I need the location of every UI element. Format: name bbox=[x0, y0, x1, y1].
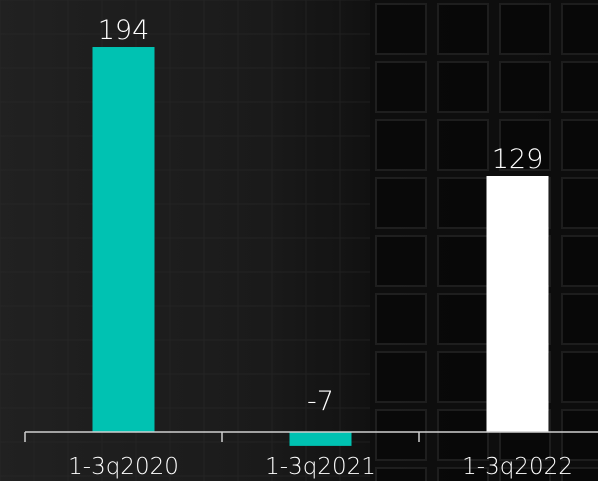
value-label-1-3q2020: 194 bbox=[98, 15, 150, 46]
x-tick-label-1-3q2021: 1-3q2021 bbox=[265, 454, 376, 480]
x-tick-label-1-3q2020: 1-3q2020 bbox=[68, 454, 179, 480]
value-label-1-3q2022: 129 bbox=[492, 144, 544, 175]
x-tick-label-1-3q2022: 1-3q2022 bbox=[462, 454, 573, 480]
value-label-1-3q2021: -7 bbox=[307, 386, 334, 417]
bar-1-3q2020 bbox=[92, 47, 155, 433]
bar-1-3q2021 bbox=[289, 432, 352, 446]
bar-1-3q2022 bbox=[486, 175, 549, 432]
